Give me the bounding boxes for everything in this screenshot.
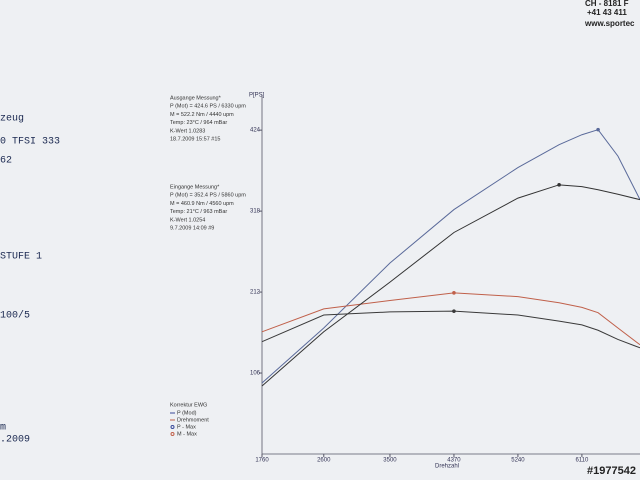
max-marker	[452, 291, 456, 295]
left-text: 0 TFSI 333	[0, 137, 60, 148]
info-out: P (Mot) = 424.6 PS / 6330 upm	[170, 104, 246, 110]
left-text: STUFE 1	[0, 252, 42, 263]
legend-item: Drehmoment	[177, 417, 209, 423]
info-out: Ausgange Messung*	[170, 95, 222, 101]
y-tick-label: 106	[250, 371, 261, 377]
info-out: M = 522.2 Nm / 4440 upm	[170, 112, 234, 118]
left-text: 62	[0, 156, 12, 167]
legend-item: P - Max	[177, 424, 196, 430]
max-marker	[596, 127, 600, 132]
left-text: 100/5	[0, 310, 30, 322]
series-line	[261, 184, 640, 387]
legend-swatch	[170, 425, 175, 429]
series-line	[261, 310, 640, 349]
info-out: Temp: 23°C / 964 mBar	[170, 120, 227, 126]
header-text: www.sportec	[584, 19, 635, 28]
info-in: Eingange Messung*	[170, 184, 220, 190]
legend-swatch	[170, 432, 175, 436]
y-tick-label: 318	[250, 209, 261, 215]
max-marker	[557, 183, 561, 187]
info-in: 9.7.2009 14:09 #9	[170, 225, 214, 231]
header-text: CH - 8181 F	[585, 0, 629, 8]
y-tick-label: 424	[250, 128, 261, 134]
x-tick-label: 1760	[255, 458, 269, 464]
info-in: P (Mot) = 352.4 PS / 5860 upm	[170, 193, 246, 199]
x-tick-label: 4370	[447, 458, 461, 464]
x-tick-label: 3500	[383, 458, 397, 464]
header-text: +41 43 411	[587, 8, 627, 17]
watermark: #1977542	[587, 465, 636, 477]
x-tick-label: 6110	[575, 458, 589, 464]
info-in: K-Wert 1.0254	[170, 217, 205, 223]
left-text: m	[0, 423, 6, 434]
y-axis-label: P[PS]	[249, 93, 265, 99]
info-out: K-Wert 1.0283	[170, 128, 205, 134]
left-text: .2009	[0, 435, 30, 446]
max-marker	[452, 309, 456, 313]
info-in: Temp: 21°C / 963 mBar	[170, 209, 227, 215]
x-tick-label: 5240	[511, 458, 525, 464]
left-text: zeug	[0, 114, 24, 125]
series-line	[261, 129, 640, 384]
info-in: M = 460.9 Nm / 4560 upm	[170, 201, 234, 207]
legend-item: M - Max	[177, 431, 197, 437]
y-tick-label: 212	[250, 290, 261, 296]
legend-item: P (Mod)	[177, 410, 197, 416]
x-tick-label: 2600	[317, 458, 331, 464]
series-line	[261, 292, 640, 346]
info-out: 18.7.2009 15:57 #15	[170, 136, 220, 142]
x-axis-label: Drehzahl	[435, 464, 459, 470]
legend-title: Korrektur EWG	[170, 402, 207, 408]
